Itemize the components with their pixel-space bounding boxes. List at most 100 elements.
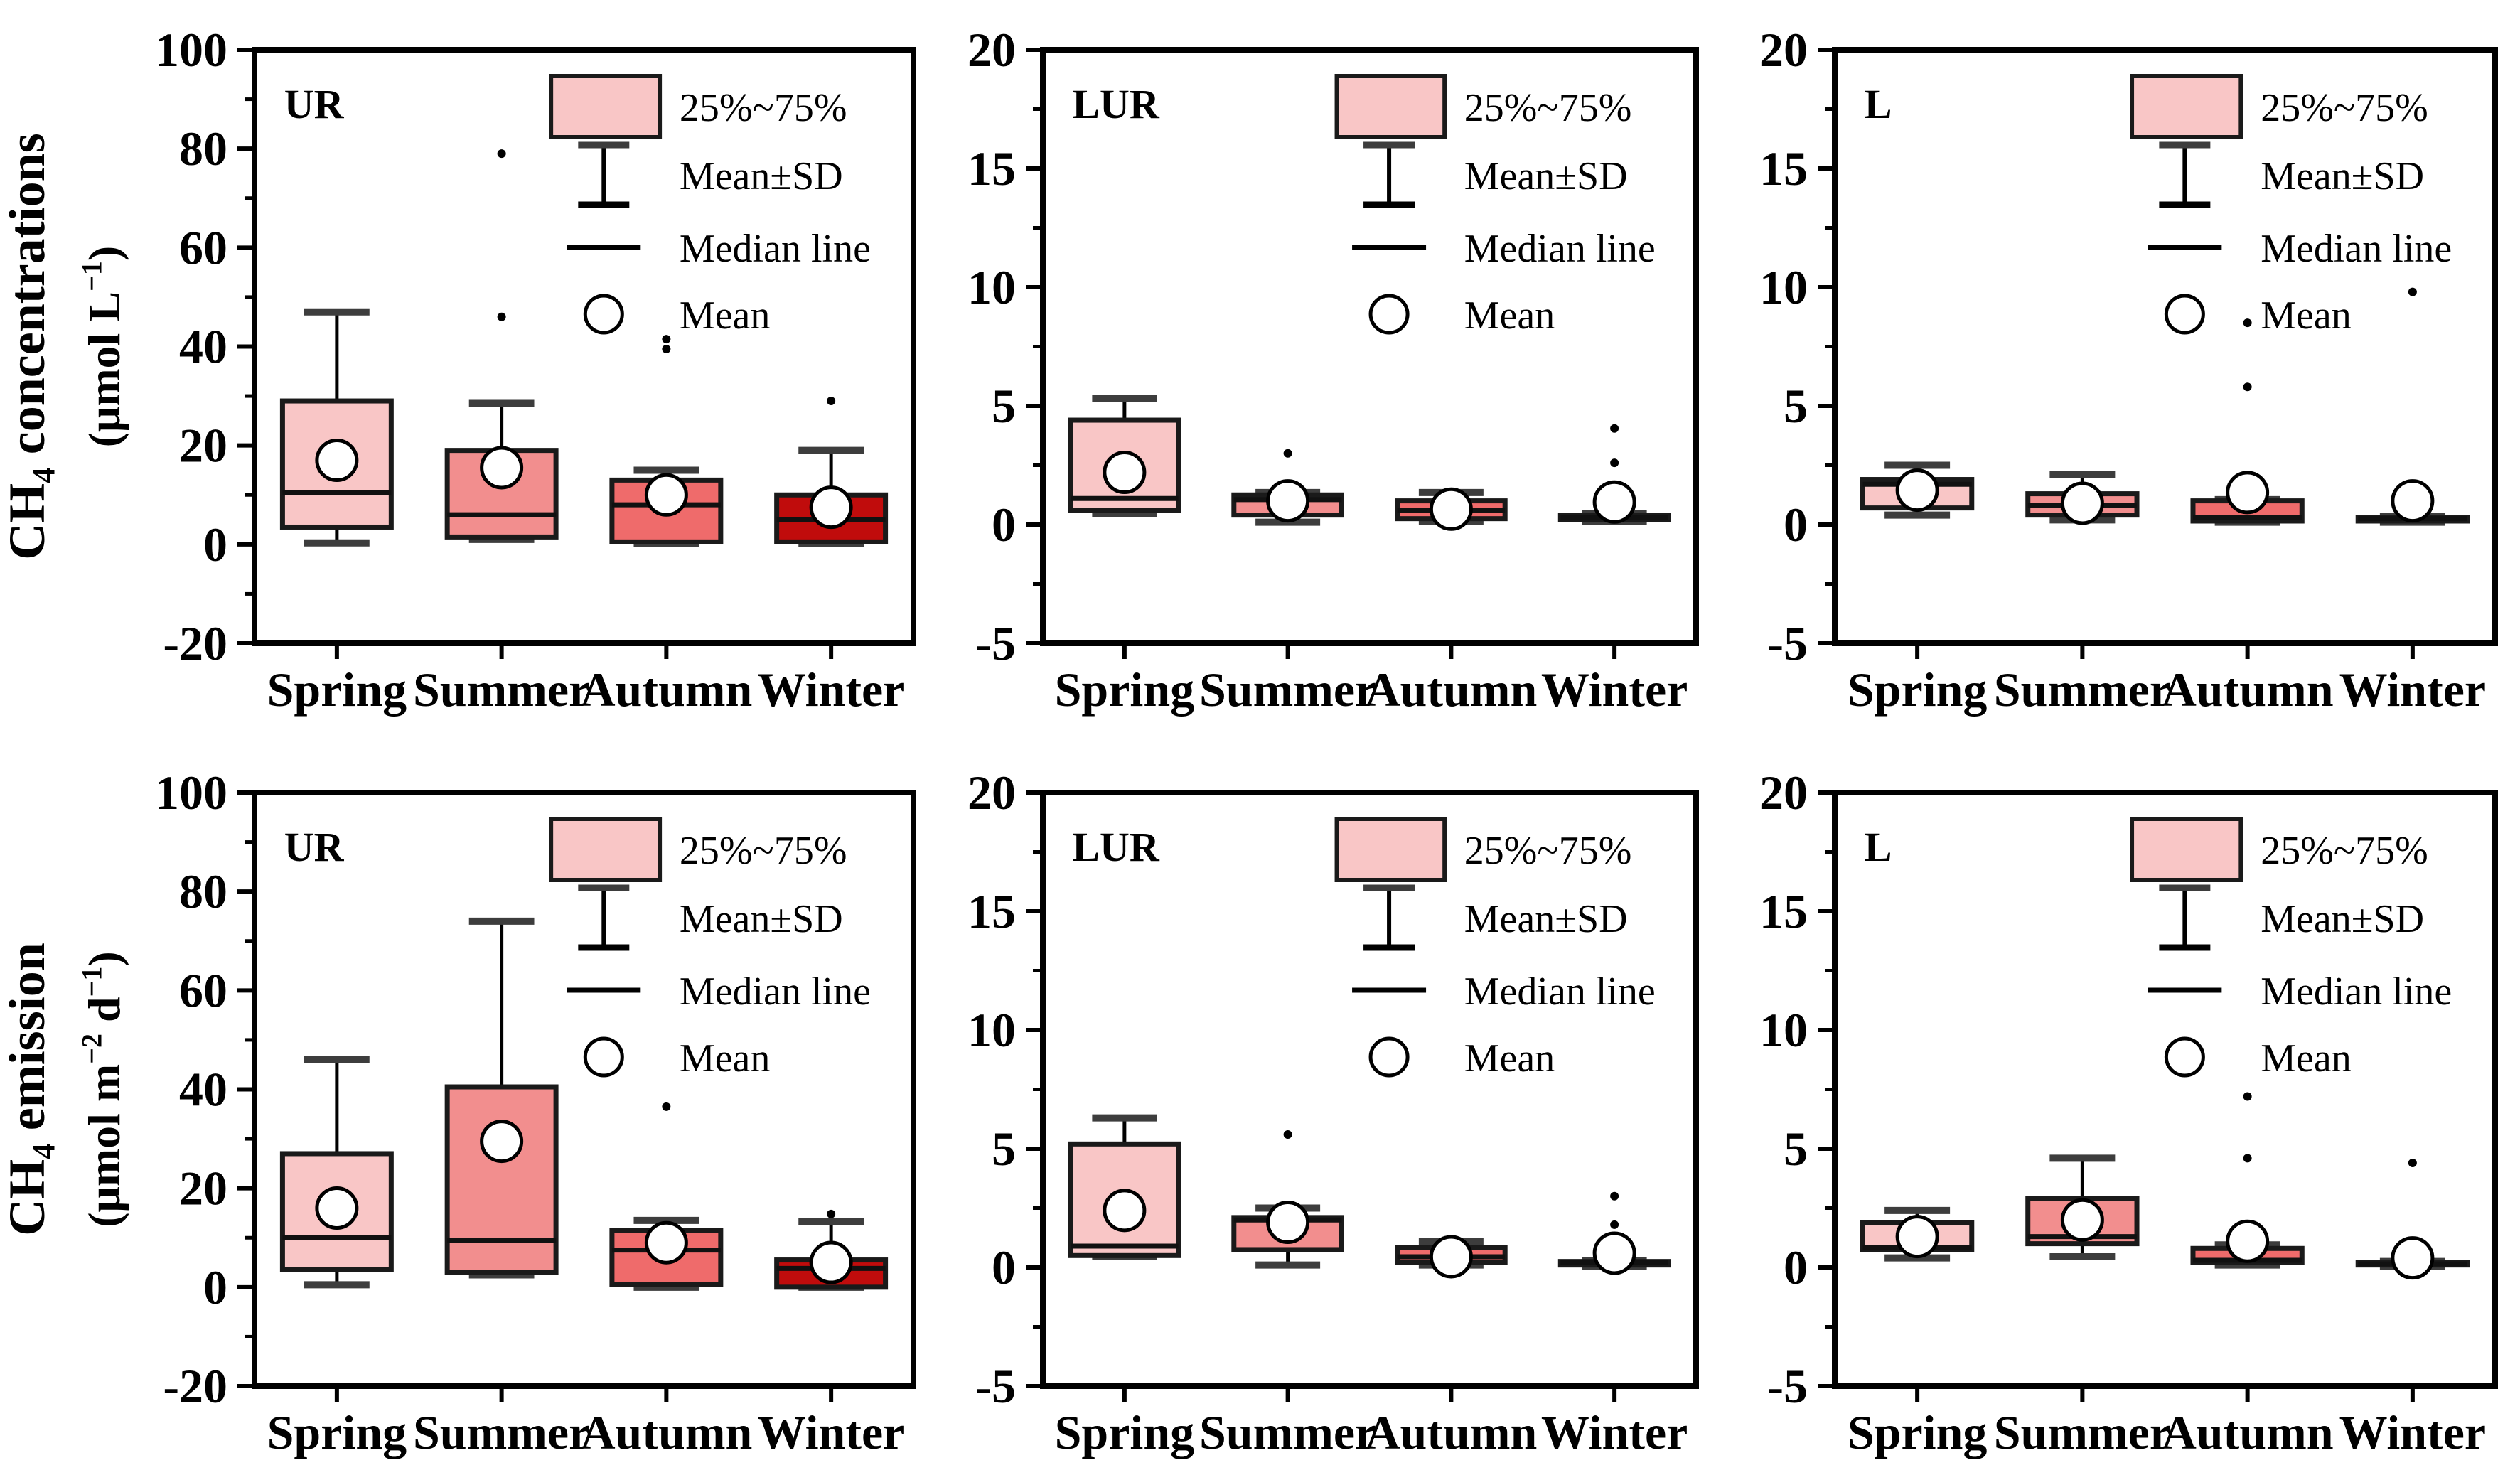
x-axis-label-autumn: Autumn xyxy=(1365,662,1537,717)
boxplot-emission-L-spring xyxy=(1860,1206,1975,1262)
boxplot-emission-L-summer xyxy=(2025,1154,2140,1260)
x-axis-label-autumn: Autumn xyxy=(2162,1405,2334,1459)
legend-label-2: Median line xyxy=(1464,227,1656,271)
outlier-point xyxy=(1610,458,1619,468)
legend-label-3: Mean xyxy=(2261,294,2352,338)
outlier-point xyxy=(2243,1092,2252,1101)
outlier-point xyxy=(2408,287,2417,296)
legend-label-1: Mean±SD xyxy=(1464,897,1628,941)
legend-emission-UR: 25%~75% Mean±SD Median line Mean xyxy=(549,817,871,1080)
y-tick-label: 20 xyxy=(179,1161,227,1216)
y-tick-label: 20 xyxy=(179,419,227,473)
y-tick-label: 10 xyxy=(1759,1003,1808,1057)
y-tick-label: 15 xyxy=(1759,141,1808,195)
mean-marker xyxy=(809,485,853,530)
mean-marker xyxy=(480,1120,524,1164)
x-axis-label-summer: Summer xyxy=(1994,1405,2171,1459)
outlier-point xyxy=(1283,449,1292,458)
boxplot-emission-LUR-winter xyxy=(1557,1191,1671,1275)
mean-marker xyxy=(1266,479,1310,523)
y-tick-label: 0 xyxy=(203,517,227,572)
x-axis-label-summer: Summer xyxy=(1199,662,1376,717)
x-axis-label-autumn: Autumn xyxy=(580,662,752,717)
y-tick-label: -20 xyxy=(163,616,227,670)
mean-marker xyxy=(1429,1235,1473,1279)
boxplot-concentration-UR-winter xyxy=(774,397,889,547)
legend-label-0: 25%~75% xyxy=(1464,86,1632,130)
y-tick-label: 80 xyxy=(179,864,227,918)
panel-tag-l: L xyxy=(1865,824,1892,870)
y-axis-title-row2: CH4 emission (μmol m−2 d−1) xyxy=(0,943,129,1236)
legend-concentration-L: 25%~75% Mean±SD Median line Mean xyxy=(2130,74,2452,338)
mean-marker xyxy=(2060,481,2104,525)
x-axis-label-spring: Spring xyxy=(1055,662,1195,717)
y-tick-label: 0 xyxy=(992,1240,1016,1294)
boxplot-emission-UR-winter xyxy=(774,1209,889,1291)
y-tick-label: 100 xyxy=(155,766,227,820)
boxplot-emission-UR-summer xyxy=(444,917,559,1279)
boxplot-concentration-UR-autumn xyxy=(609,335,724,547)
error-bar-icon xyxy=(578,141,630,208)
legend-label-3: Mean xyxy=(1464,294,1555,338)
outlier-point xyxy=(827,1209,836,1218)
x-axis-label-spring: Spring xyxy=(1848,662,1988,717)
legend-emission-L: 25%~75% Mean±SD Median line Mean xyxy=(2130,817,2452,1080)
x-axis-label-summer: Summer xyxy=(413,1405,590,1459)
legend-label-2: Median line xyxy=(2261,227,2452,271)
y-axis-title-row1: CH4 concentrations (μmol L−1) xyxy=(0,133,129,559)
mean-marker xyxy=(2226,1219,2270,1263)
legend-label-2: Median line xyxy=(680,227,871,271)
legend-emission-LUR: 25%~75% Mean±SD Median line Mean xyxy=(1334,817,1656,1080)
x-axis-label-autumn: Autumn xyxy=(1365,1405,1537,1459)
panel-border xyxy=(1832,790,2498,1389)
x-axis-label-summer: Summer xyxy=(1199,1405,1376,1459)
y-tick-label: 20 xyxy=(967,23,1016,77)
panel-tag-l: L xyxy=(1865,81,1892,127)
boxplot-concentration-L-spring xyxy=(1860,461,1975,519)
outlier-point xyxy=(662,344,671,353)
error-bar-icon xyxy=(2159,141,2211,208)
y-tick-label: 0 xyxy=(1784,498,1808,552)
boxplot-concentration-LUR-summer xyxy=(1231,449,1344,526)
legend-label-3: Mean xyxy=(680,1036,771,1080)
y-tick-label: 5 xyxy=(1784,379,1808,433)
boxplot-emission-LUR-summer xyxy=(1231,1130,1344,1269)
panel-border xyxy=(252,790,916,1389)
box-swatch-icon xyxy=(1334,74,1447,139)
y-tick-label: -5 xyxy=(975,1359,1016,1413)
y-tick-label: 5 xyxy=(1784,1122,1808,1176)
boxplot-concentration-LUR-spring xyxy=(1068,395,1181,517)
legend-label-1: Mean±SD xyxy=(1464,154,1628,198)
y-tick-label: 15 xyxy=(1759,884,1808,938)
outlier-point xyxy=(1610,1191,1619,1201)
y-tick-label: 10 xyxy=(967,1003,1016,1057)
panel-tag-ur: UR xyxy=(284,824,345,870)
mean-marker xyxy=(1592,1231,1636,1275)
panel-border xyxy=(1040,790,1699,1389)
x-axis-label-winter: Winter xyxy=(2339,662,2487,717)
y-axis-title-row1-line2: (μmol L−1) xyxy=(75,246,129,447)
panel-tag-lur: LUR xyxy=(1072,81,1160,127)
mean-marker xyxy=(2060,1198,2104,1242)
boxplot-emission-LUR-spring xyxy=(1068,1114,1181,1260)
boxplot-concentration-UR-spring xyxy=(279,308,394,547)
outlier-point xyxy=(1610,1220,1619,1229)
y-tick-label: 15 xyxy=(967,141,1016,195)
legend-label-0: 25%~75% xyxy=(680,829,847,873)
x-axis-label-spring: Spring xyxy=(267,662,407,717)
box-swatch-icon xyxy=(2130,74,2243,139)
error-bar-icon xyxy=(1363,141,1415,208)
mean-marker xyxy=(2391,1236,2435,1280)
boxplot-concentration-LUR-winter xyxy=(1557,424,1671,525)
x-axis-label-summer: Summer xyxy=(1994,662,2171,717)
boxplot-emission-UR-spring xyxy=(279,1056,394,1289)
boxplot-concentration-L-winter xyxy=(2355,287,2470,526)
y-tick-label: 20 xyxy=(1759,23,1808,77)
outlier-point xyxy=(497,149,506,159)
outlier-point xyxy=(2243,318,2252,328)
mean-marker xyxy=(1429,487,1473,531)
